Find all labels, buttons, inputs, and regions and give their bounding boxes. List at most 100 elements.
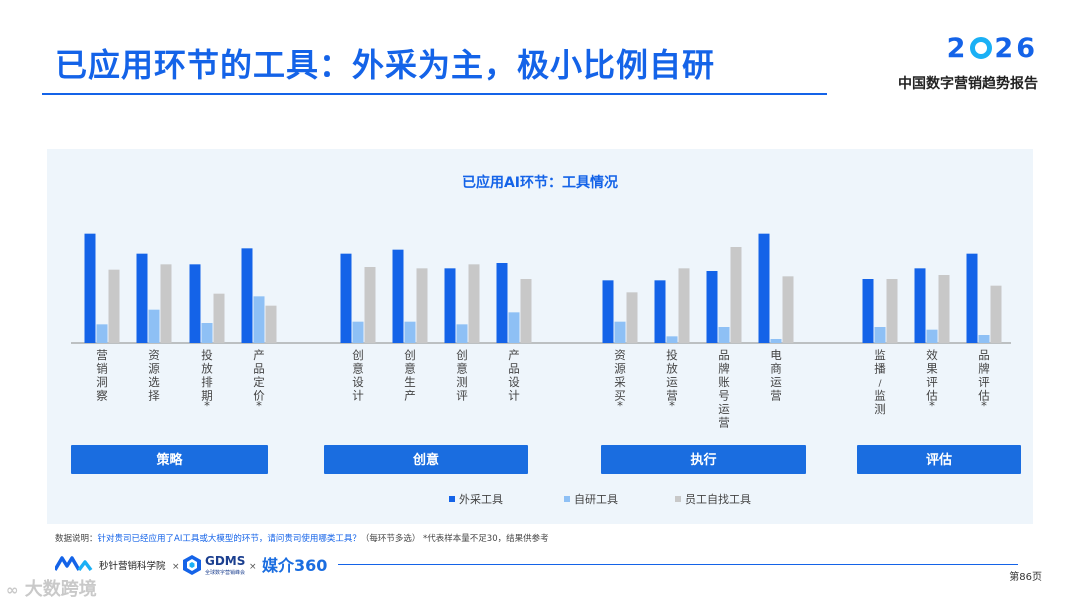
category-label-13: 效果评估* xyxy=(926,348,938,413)
category-label-12: 监播/监测 xyxy=(874,348,886,416)
brand-year-right: 26 xyxy=(994,33,1038,64)
bar-employee-9 xyxy=(678,268,690,343)
footer-org2-sub: 全球数字营销峰会 xyxy=(205,569,245,576)
group-pill-3 xyxy=(857,445,1021,474)
watermark: ∞ 大数跨境 xyxy=(6,575,97,601)
bar-inhouse-9 xyxy=(666,336,678,343)
category-label-10: 品牌账号运营 xyxy=(718,348,730,430)
legend-label-1: 自研工具 xyxy=(574,493,618,506)
chart: 已应用AI环节：工具情况营销洞察资源选择投放排期*产品定价*创意设计创意生产创意… xyxy=(71,174,1021,506)
bar-inhouse-3 xyxy=(253,296,265,343)
category-label-3: 产品定价* xyxy=(253,348,265,413)
category-label-6: 创意测评 xyxy=(456,348,468,403)
group-label-0: 策略 xyxy=(156,452,183,468)
bar-inhouse-5 xyxy=(404,321,416,343)
category-label-9: 投放运营* xyxy=(666,348,678,413)
group-label-3: 评估 xyxy=(926,452,952,468)
bar-employee-2 xyxy=(213,293,225,343)
bar-employee-8 xyxy=(626,292,638,343)
category-label-4: 创意设计 xyxy=(352,348,364,403)
group-pill-2 xyxy=(601,445,806,474)
note-prefix: 数据说明： xyxy=(55,534,98,544)
page-number: 第86页 xyxy=(1009,572,1042,583)
miaozhen-logo-icon xyxy=(55,556,93,572)
footer-org2: GDMS xyxy=(205,554,245,568)
bar-outsourced-5 xyxy=(392,249,404,343)
bar-outsourced-3 xyxy=(241,248,253,343)
bar-outsourced-10 xyxy=(706,271,718,343)
page-title: 已应用环节的工具：外采为主，极小比例自研 xyxy=(55,46,716,84)
bar-inhouse-11 xyxy=(770,339,782,343)
bar-inhouse-13 xyxy=(926,329,938,343)
bar-inhouse-8 xyxy=(614,321,626,343)
legend-label-0: 外采工具 xyxy=(459,493,503,506)
bar-inhouse-6 xyxy=(456,324,468,343)
bar-inhouse-7 xyxy=(508,312,520,343)
category-label-5: 创意生产 xyxy=(404,348,416,403)
bar-employee-4 xyxy=(364,267,376,343)
bar-employee-11 xyxy=(782,276,794,343)
title-divider xyxy=(42,93,827,95)
chart-title: 已应用AI环节：工具情况 xyxy=(462,174,618,191)
footer-times-2: × xyxy=(249,562,257,572)
bar-employee-1 xyxy=(160,264,172,343)
bar-inhouse-4 xyxy=(352,321,364,343)
bar-outsourced-9 xyxy=(654,280,666,343)
bar-outsourced-2 xyxy=(189,264,201,343)
brand-year-left: 2 xyxy=(946,33,969,64)
bar-employee-6 xyxy=(468,264,480,343)
category-label-7: 产品设计 xyxy=(508,348,520,403)
gdms-cube-icon xyxy=(183,555,201,575)
brand-ring-icon xyxy=(970,37,993,59)
category-label-1: 资源选择 xyxy=(148,348,160,403)
footer-divider xyxy=(338,564,1018,565)
category-label-14: 品牌评估* xyxy=(978,348,990,413)
bar-outsourced-7 xyxy=(496,263,508,343)
brand-year-logo: 2 26 xyxy=(947,33,1038,64)
bar-outsourced-14 xyxy=(966,253,978,343)
bar-outsourced-11 xyxy=(758,233,770,343)
bar-outsourced-13 xyxy=(914,268,926,343)
group-label-1: 创意 xyxy=(412,452,439,468)
footer-logos: 秒针营销科学院 × GDMS 全球数字营销峰会 × 媒介360 xyxy=(55,554,1015,576)
bar-employee-12 xyxy=(886,279,898,343)
bar-outsourced-4 xyxy=(340,253,352,343)
bar-employee-0 xyxy=(108,269,120,343)
category-label-2: 投放排期* xyxy=(201,348,213,413)
bar-outsourced-6 xyxy=(444,268,456,343)
group-pill-0 xyxy=(71,445,268,474)
bar-employee-3 xyxy=(265,305,277,343)
bar-inhouse-12 xyxy=(874,327,886,343)
category-label-8: 资源采买* xyxy=(614,348,626,413)
bar-outsourced-1 xyxy=(136,253,148,343)
bar-inhouse-10 xyxy=(718,327,730,343)
bar-outsourced-12 xyxy=(862,279,874,343)
legend-swatch-1 xyxy=(564,496,570,502)
bar-outsourced-0 xyxy=(84,233,96,343)
bar-employee-10 xyxy=(730,247,742,343)
legend-swatch-0 xyxy=(449,496,455,502)
category-label-11: 电商运营 xyxy=(770,348,782,403)
bar-employee-7 xyxy=(520,279,532,343)
bar-inhouse-0 xyxy=(96,324,108,343)
bar-employee-14 xyxy=(990,285,1002,343)
bar-outsourced-8 xyxy=(602,280,614,343)
bar-employee-5 xyxy=(416,268,428,343)
legend-label-2: 员工自找工具 xyxy=(685,492,751,506)
bar-inhouse-14 xyxy=(978,335,990,343)
note-question: 针对贵司已经应用了AI工具或大模型的环节，请问贵司使用哪类工具？ xyxy=(97,534,361,544)
group-label-2: 执行 xyxy=(690,452,716,468)
legend-swatch-2 xyxy=(675,496,681,502)
data-note: 数据说明：针对贵司已经应用了AI工具或大模型的环节，请问贵司使用哪类工具？（每环… xyxy=(55,532,549,544)
bar-employee-13 xyxy=(938,275,950,343)
watermark-text: 大数跨境 xyxy=(24,579,97,600)
bar-inhouse-2 xyxy=(201,323,213,343)
category-label-0: 营销洞察 xyxy=(96,348,108,403)
note-suffix: （每环节多选） *代表样本量不足30，结果供参考 xyxy=(360,534,549,544)
group-pill-1 xyxy=(324,445,528,474)
bar-inhouse-1 xyxy=(148,309,160,343)
footer-org3: 媒介360 xyxy=(262,556,327,575)
brand-subtitle: 中国数字营销趋势报告 xyxy=(898,76,1038,92)
footer-org1: 秒针营销科学院 xyxy=(99,560,166,572)
watermark-icon: ∞ xyxy=(6,581,19,599)
